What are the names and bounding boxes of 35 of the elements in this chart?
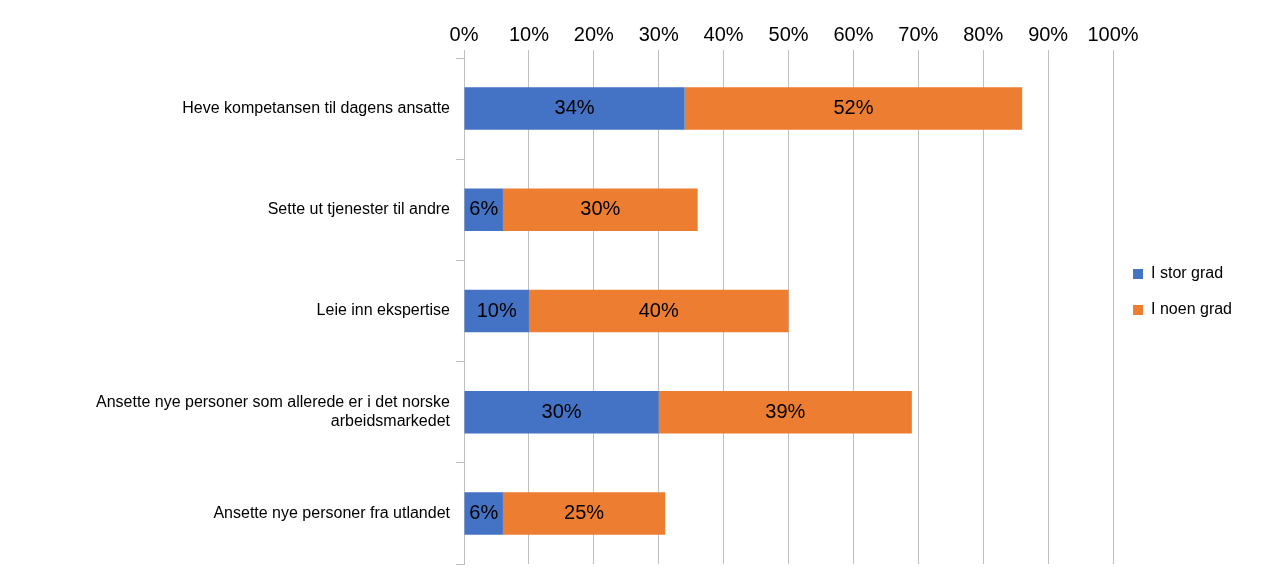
data-label: 40% <box>638 298 679 321</box>
data-label: 6% <box>469 197 499 220</box>
data-label: 30% <box>580 197 621 220</box>
bar <box>464 87 685 130</box>
x-tick-label: 40% <box>703 22 744 45</box>
x-tick-label: 100% <box>1087 22 1139 45</box>
data-label: 30% <box>541 399 582 422</box>
bar <box>502 188 698 232</box>
legend-label: I noen grad <box>1151 300 1232 318</box>
y-tick-label: Ansette nye personer fra utlandet <box>213 503 451 521</box>
x-tick-label: 50% <box>768 22 809 45</box>
x-tick-label: 60% <box>833 22 874 45</box>
bar <box>528 289 789 333</box>
y-tick-label: Heve kompetansen til dagens ansatte <box>182 99 451 117</box>
data-label: 10% <box>476 298 517 321</box>
x-tick-label: 0% <box>449 22 479 45</box>
x-tick-label: 90% <box>1028 22 1069 45</box>
bar <box>502 492 666 535</box>
data-label: 39% <box>765 399 806 422</box>
data-label: 25% <box>564 500 605 523</box>
x-tick-label: 80% <box>963 22 1004 45</box>
y-tick-label: Sette ut tjenester til andre <box>267 200 451 218</box>
bar <box>464 390 659 434</box>
x-tick-label: 10% <box>508 22 550 45</box>
legend-label: I stor grad <box>1151 264 1224 282</box>
y-tick-label: Leie inn ekspertise <box>316 301 451 319</box>
y-tick-label: Ansette nye personer som allerede er i det norske arbeidsmarkedet <box>96 393 451 430</box>
data-label: 6% <box>469 500 499 523</box>
data-label: 52% <box>833 96 874 119</box>
x-tick-label: 70% <box>898 22 939 45</box>
data-label: 34% <box>554 96 595 119</box>
bar <box>658 390 912 434</box>
x-tick-label: 20% <box>573 22 615 45</box>
bar <box>684 87 1023 130</box>
x-tick-label: 30% <box>638 22 679 45</box>
